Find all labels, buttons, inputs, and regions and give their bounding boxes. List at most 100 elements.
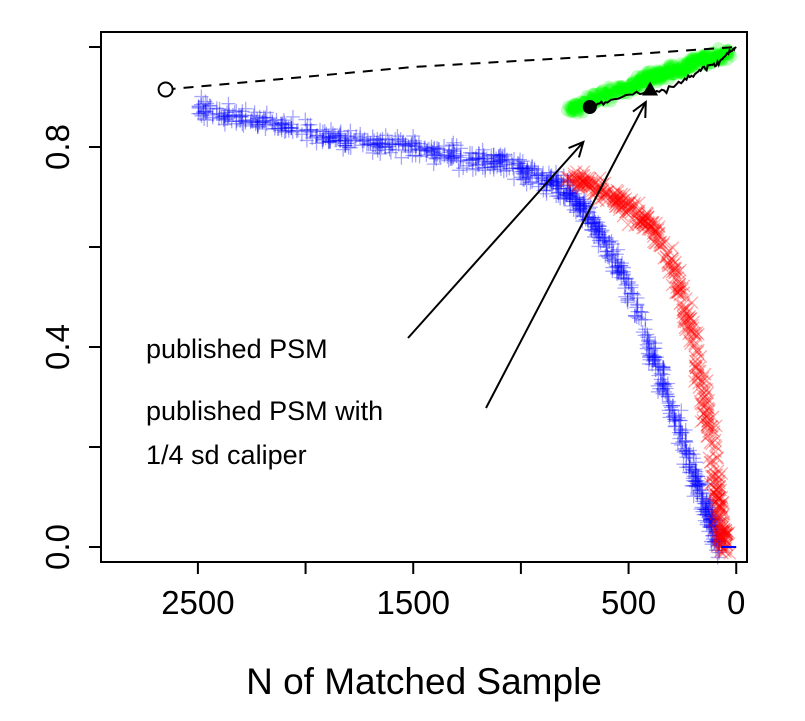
point-plus [594,224,609,239]
point-plus [630,298,645,313]
point-plus [648,349,663,364]
point-cross [577,175,591,189]
point-plus [255,114,270,129]
point-plus [324,122,339,137]
point-cross [636,221,650,235]
point-cross [715,535,729,549]
point-plus [430,141,445,156]
point-cross [645,220,659,234]
point-plus [424,139,439,154]
point-plus [565,194,580,209]
point-plus [299,133,314,148]
point-plus [692,483,707,498]
point-plus [556,168,571,183]
point-cross [612,193,626,207]
point-circle [654,69,667,82]
point-plus [563,178,578,193]
point-plus [702,495,717,510]
point-plus [711,522,726,537]
point-circle [610,85,623,98]
point-cross [648,224,662,238]
point-plus [610,258,625,273]
point-plus [453,148,468,163]
point-circle [688,56,701,69]
point-circle [616,81,629,94]
point-plus [417,140,432,155]
point-circle [631,70,644,83]
point-plus [394,150,409,165]
point-plus [194,108,209,123]
point-circle [705,51,718,64]
point-plus [333,128,348,143]
point-circle [710,50,723,63]
point-plus [642,336,657,351]
point-plus [709,527,724,542]
point-circle [628,84,641,97]
point-plus [619,272,634,287]
point-cross [668,266,682,280]
point-plus [668,413,683,428]
point-plus [703,493,718,508]
point-cross [670,281,684,295]
point-plus [667,408,682,423]
point-plus [662,398,677,413]
point-plus [587,219,602,234]
point-plus [667,410,682,425]
point-circle [571,98,584,111]
point-cross [615,200,629,214]
point-plus [229,116,244,131]
point-plus [445,137,460,152]
point-plus [684,478,699,493]
point-plus [693,475,708,490]
point-cross [706,460,720,474]
point-plus [595,230,610,245]
point-cross [696,392,710,405]
point-cross [719,524,733,538]
point-circle [673,67,686,80]
point-plus [513,164,528,179]
point-circle [654,68,667,81]
point-plus [699,517,714,532]
point-cross [638,209,652,223]
point-cross [580,178,593,192]
point-circle [678,64,691,77]
point-plus [485,157,500,172]
point-plus [382,136,397,151]
point-circle [622,82,635,95]
point-plus [252,115,267,130]
point-cross [710,513,724,527]
point-plus [617,281,632,296]
point-circle [649,68,662,81]
point-cross [612,203,626,217]
point-cross [673,263,687,277]
point-cross [665,278,679,292]
point-cross [714,500,728,514]
point-circle [677,66,690,79]
point-cross [582,176,596,190]
point-circle [661,67,674,80]
point-plus [491,148,506,163]
point-cross [621,218,635,232]
point-plus [563,185,578,200]
point-plus [635,305,650,320]
point-plus [648,336,663,351]
point-circle [684,54,697,67]
point-plus [563,186,578,201]
point-plus [711,536,726,551]
point-plus [427,148,442,163]
point-cross [701,411,715,425]
point-plus [569,192,584,207]
point-plus [511,161,526,176]
point-plus [518,171,533,186]
point-plus [565,182,580,197]
point-circle [607,86,620,99]
point-cross [684,311,698,325]
point-circle [610,85,623,98]
point-circle [587,87,600,100]
point-plus [647,352,662,367]
point-cross [712,527,726,541]
point-plus [688,466,703,481]
point-plus [202,98,217,113]
point-plus [682,465,697,480]
point-cross [695,374,709,388]
